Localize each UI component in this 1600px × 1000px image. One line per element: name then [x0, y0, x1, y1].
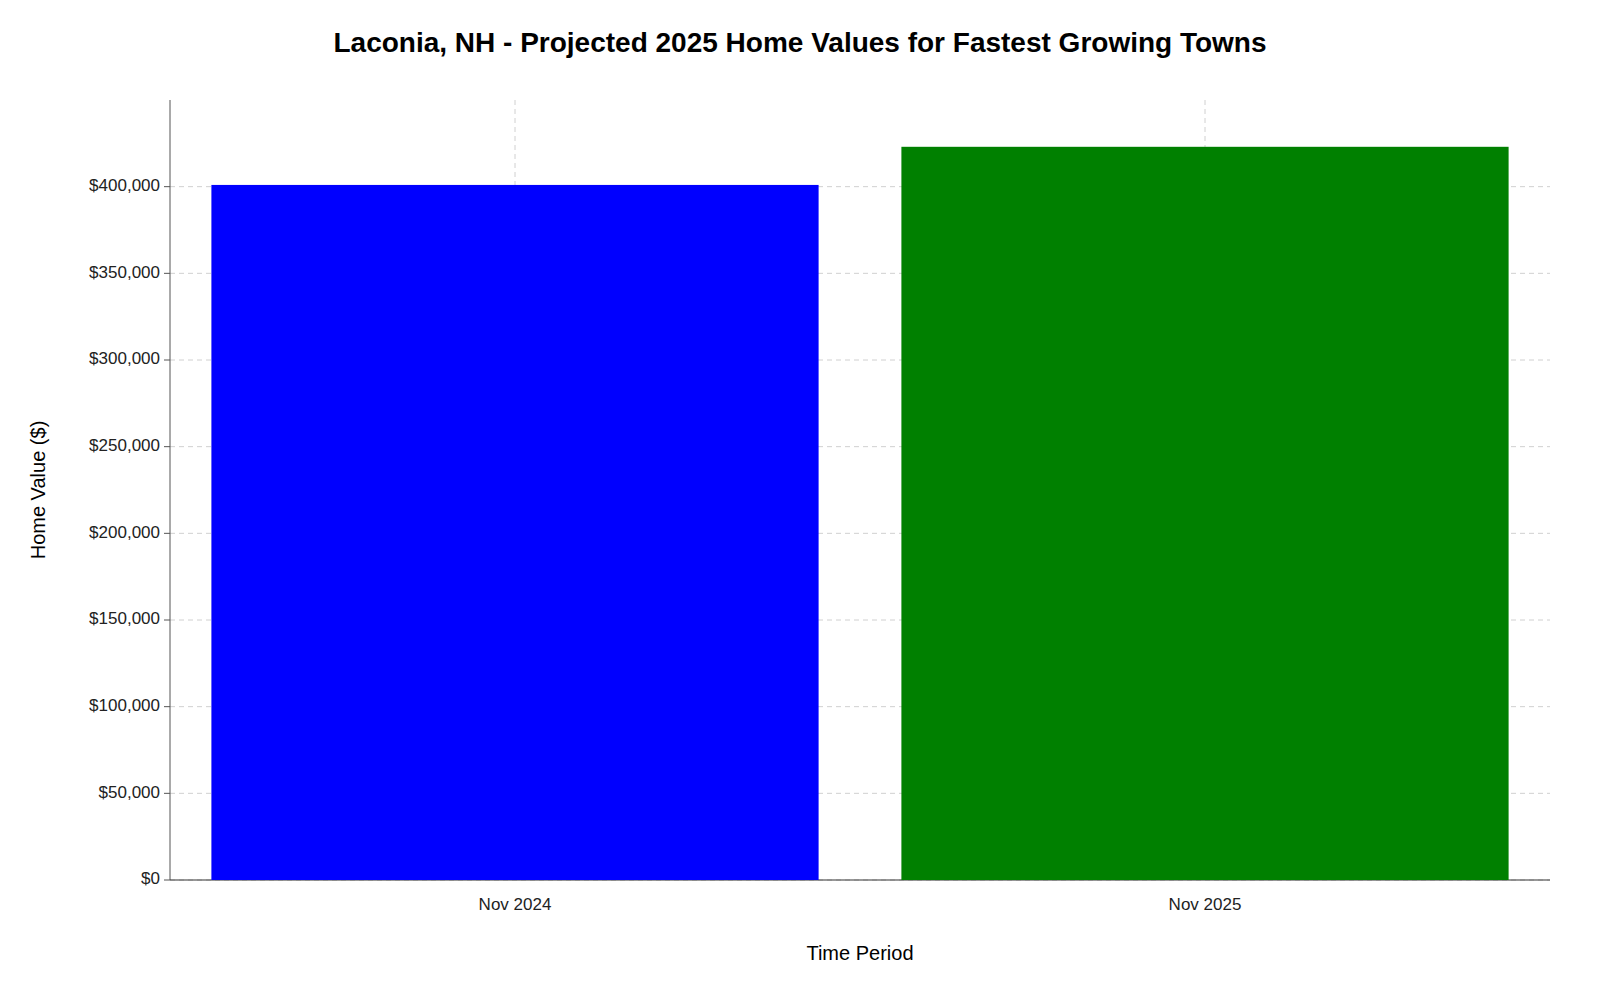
y-tick	[164, 186, 170, 187]
y-tick-label: $250,000	[89, 436, 160, 455]
bars	[211, 147, 1508, 880]
y-tick	[164, 793, 170, 794]
y-tick-label: $300,000	[89, 349, 160, 368]
title: Laconia, NH - Projected 2025 Home Values…	[333, 27, 1266, 58]
y-tick-label: $350,000	[89, 263, 160, 282]
y-tick-label: $400,000	[89, 176, 160, 195]
y-axis-label: Home Value ($)	[27, 421, 49, 560]
y-tick	[164, 446, 170, 447]
y-tick-label: $200,000	[89, 523, 160, 542]
y-tick	[164, 533, 170, 534]
y-tick-label: $0	[141, 869, 160, 888]
grid	[170, 100, 1550, 880]
axes: $0 $50,000 $100,000 $150,000 $200,000 $250,00…	[89, 100, 1550, 914]
y-tick-label: $100,000	[89, 696, 160, 715]
y-tick	[164, 360, 170, 361]
x-tick-label: Nov 2024	[479, 895, 552, 914]
y-tick-label: $50,000	[99, 783, 160, 802]
y-tick	[164, 706, 170, 707]
y-tick	[164, 880, 170, 881]
bar	[901, 147, 1508, 880]
chart: $0 $50,000 $100,000 $150,000 $200,000 $250,00…	[0, 0, 1600, 1000]
y-axis-line	[170, 100, 171, 880]
bar	[211, 185, 818, 880]
y-tick-label: $150,000	[89, 609, 160, 628]
y-tick	[164, 620, 170, 621]
x-axis-label: Time Period	[806, 942, 913, 964]
x-tick-label: Nov 2025	[1169, 895, 1242, 914]
y-tick	[164, 273, 170, 274]
chart-container: $0 $50,000 $100,000 $150,000 $200,000 $250,00…	[0, 0, 1600, 1000]
